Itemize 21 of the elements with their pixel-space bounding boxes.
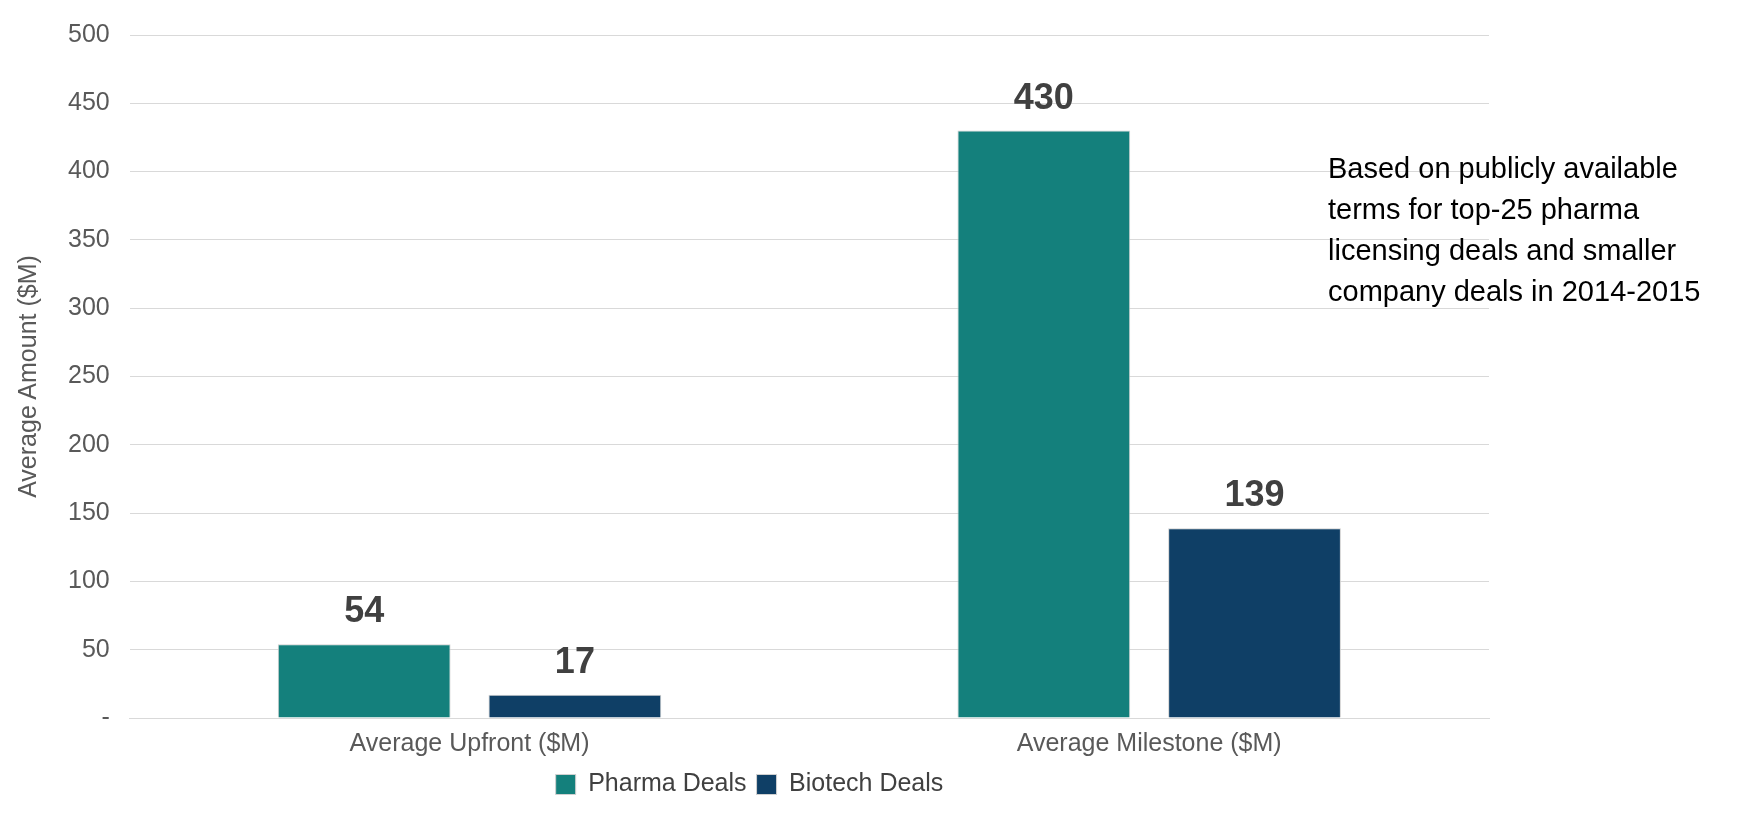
y-tick-label: 300 xyxy=(67,292,110,321)
annotation: Based on publicly available terms for top-25 pharma licensing deals and smaller company deals in 2014-2015 xyxy=(1328,151,1702,309)
y-tick-label: 500 xyxy=(67,18,110,47)
y-tick-label: 150 xyxy=(67,496,110,525)
data-label: 430 xyxy=(1013,75,1074,117)
data-label: 54 xyxy=(344,589,385,631)
y-tick-label: 50 xyxy=(81,633,110,662)
y-tick-label: 400 xyxy=(67,155,110,184)
data-label: 139 xyxy=(1224,473,1285,515)
y-tick-label: 450 xyxy=(67,87,110,116)
x-tick-label: Average Upfront ($M) xyxy=(349,727,590,756)
y-tick-label: 250 xyxy=(67,360,110,389)
legend-label: Biotech Deals xyxy=(789,768,944,797)
y-tick-label: 100 xyxy=(67,565,110,594)
y-tick-label: - xyxy=(101,701,110,730)
y-tick-label: 200 xyxy=(67,428,110,457)
x-tick-label: Average Milestone ($M) xyxy=(1016,727,1282,756)
y-tick-label: 350 xyxy=(67,223,110,252)
legend-label: Pharma Deals xyxy=(588,768,747,797)
y-axis-title: Average Amount ($M) xyxy=(12,255,41,498)
data-label: 17 xyxy=(554,639,595,681)
